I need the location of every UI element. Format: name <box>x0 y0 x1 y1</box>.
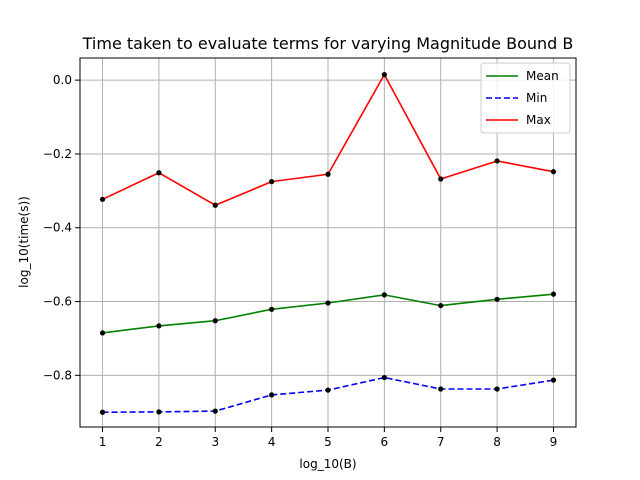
data-point-max <box>269 179 275 185</box>
data-point-min <box>550 377 557 383</box>
y-tick-label: −0.6 <box>43 295 72 309</box>
data-point-max <box>438 176 444 182</box>
y-tick-label: −0.4 <box>43 221 72 235</box>
data-point-min <box>325 387 331 393</box>
data-point-max <box>99 196 106 202</box>
series-layer <box>99 72 557 415</box>
y-axis-label: log_10(time(s)) <box>17 196 31 288</box>
data-point-mean <box>212 318 218 324</box>
x-tick-label: 3 <box>211 435 219 449</box>
x-tick-label: 6 <box>381 435 389 449</box>
x-tick-label: 7 <box>437 435 445 449</box>
data-point-mean <box>381 292 387 298</box>
chart-title: Time taken to evaluate terms for varying… <box>82 34 574 53</box>
y-tick-label: −0.8 <box>43 368 72 382</box>
data-point-mean <box>438 302 444 309</box>
data-point-mean <box>156 323 162 329</box>
data-point-min <box>494 386 500 392</box>
data-point-min <box>156 409 162 415</box>
data-point-max <box>212 202 218 208</box>
x-tick-label: 1 <box>99 435 107 449</box>
data-point-mean <box>550 291 557 297</box>
data-point-mean <box>99 330 106 336</box>
legend: Mean Min Max <box>480 62 571 134</box>
x-tick-label: 4 <box>268 435 276 449</box>
data-point-min <box>99 409 106 415</box>
x-tick-label: 8 <box>493 435 501 449</box>
data-point-mean <box>325 300 331 306</box>
axis-ticks: 1 2 3 4 5 6 7 8 9 0.0 −0.2 −0.4 −0.6 −0.8 <box>43 73 557 449</box>
data-point-mean <box>269 306 275 312</box>
data-point-min <box>269 392 275 398</box>
y-tick-label: 0.0 <box>53 73 72 87</box>
y-tick-label: −0.2 <box>43 147 72 161</box>
legend-box <box>480 62 571 134</box>
data-point-mean <box>494 296 500 302</box>
data-point-max <box>550 169 557 175</box>
data-point-min <box>381 374 387 381</box>
data-point-max <box>156 170 162 176</box>
x-tick-label: 5 <box>324 435 332 449</box>
data-point-min <box>438 386 444 392</box>
data-point-max <box>325 171 331 177</box>
data-point-max <box>494 158 500 164</box>
data-point-min <box>212 408 218 414</box>
x-axis-label: log_10(B) <box>299 457 356 471</box>
legend-label-mean: Mean <box>526 69 559 83</box>
x-tick-label: 2 <box>155 435 163 449</box>
legend-label-max: Max <box>526 113 551 127</box>
x-tick-label: 9 <box>550 435 558 449</box>
legend-label-min: Min <box>526 91 547 105</box>
data-point-max <box>381 72 387 78</box>
